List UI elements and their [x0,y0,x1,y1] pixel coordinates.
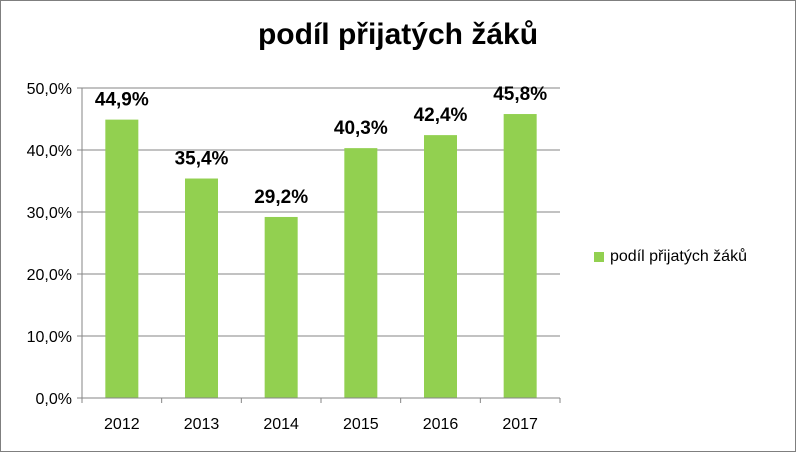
data-label-2013: 35,4% [175,149,229,170]
x-tick-label: 2012 [104,416,140,433]
legend: podíl přijatých žáků [594,248,747,266]
y-tick-label: 30,0% [27,205,72,222]
axes [77,87,561,403]
x-tick-label: 2014 [263,416,299,433]
bar-2013 [185,178,218,398]
chart-title: podíl přijatých žáků [257,18,539,51]
bars [105,114,537,399]
bar-2015 [344,148,378,398]
y-tick-label: 10,0% [27,329,72,346]
data-label-2017: 45,8% [493,84,547,105]
data-label-2015: 40,3% [334,118,388,139]
x-tick-label: 2017 [502,416,538,433]
bar-2017 [503,114,537,398]
bar-2014 [264,216,298,398]
data-label-2012: 44,9% [95,90,149,111]
x-tick-label: 2013 [184,416,220,433]
y-tick-label: 50,0% [27,81,72,98]
gridlines [82,87,560,337]
x-tick-labels: 2012 2013 2014 2015 2016 2017 [104,416,538,433]
x-tick-label: 2015 [343,416,379,433]
bar-2012 [105,119,139,399]
legend-swatch [594,252,604,262]
data-label-2014: 29,2% [254,187,308,208]
legend-label: podíl přijatých žáků [610,248,747,265]
data-label-2016: 42,4% [414,105,468,126]
y-tick-label: 40,0% [27,143,72,160]
y-tick-label: 0,0% [36,391,72,408]
y-tick-label: 20,0% [27,267,72,284]
data-labels: 44,9% 35,4% 29,2% 40,3% 42,4% 45,8% [95,84,547,208]
bar-2016 [424,135,457,398]
x-tick-label: 2016 [423,416,459,433]
y-tick-labels: 0,0% 10,0% 20,0% 30,0% 40,0% 50,0% [27,81,72,408]
